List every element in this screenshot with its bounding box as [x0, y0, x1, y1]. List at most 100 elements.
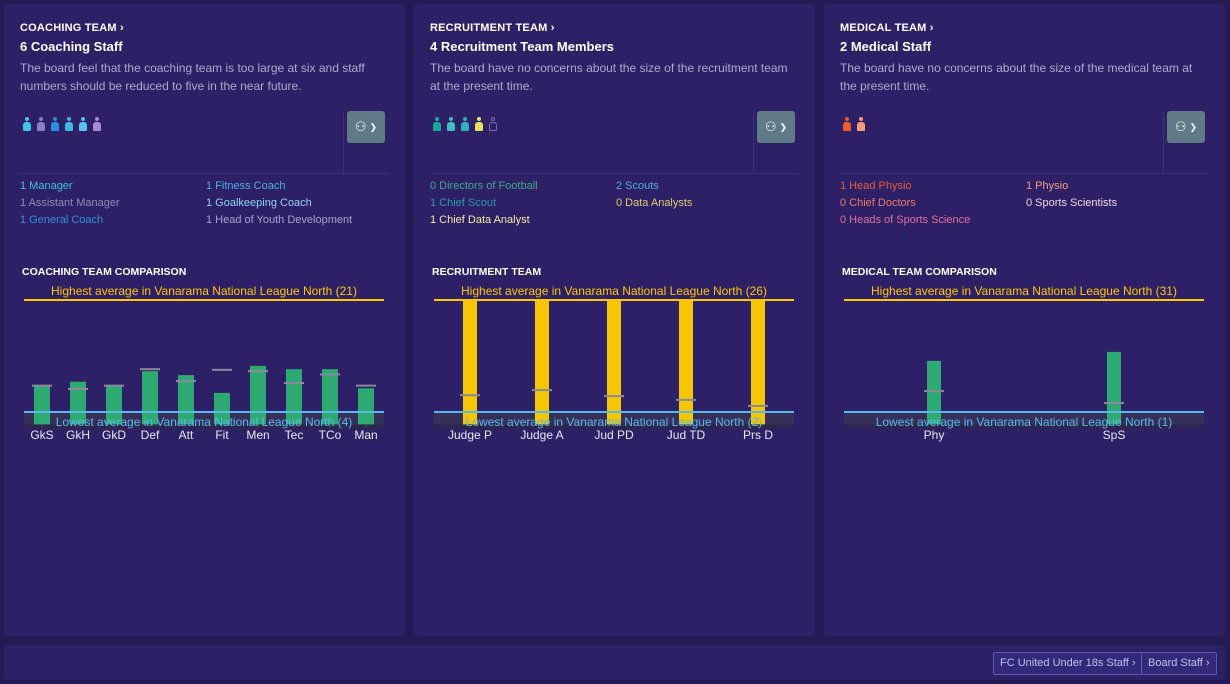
- coaching-team-panel: COACHING TEAM › 6 Coaching Staff The boa…: [4, 4, 405, 636]
- role-item[interactable]: 0 Heads of Sports Science: [840, 214, 971, 226]
- staff-icons: [22, 117, 102, 132]
- bar: [250, 365, 266, 425]
- team-kicker: MEDICAL TEAM: [840, 22, 927, 34]
- chart-title: RECRUITMENT TEAM: [432, 266, 542, 278]
- role-item[interactable]: 1 Chief Scout: [430, 197, 497, 209]
- board-staff-button[interactable]: Board Staff ›: [1141, 652, 1217, 675]
- board-staff-label: Board Staff: [1148, 657, 1203, 669]
- role-item[interactable]: 0 Directors of Football: [430, 180, 538, 192]
- category-label: Tec: [285, 428, 304, 442]
- add-staff-button[interactable]: ⚇ ❯: [757, 111, 795, 143]
- person-icon: [64, 117, 74, 132]
- role-item[interactable]: 1 Head of Youth Development: [206, 214, 353, 226]
- axis-band: [844, 424, 1204, 429]
- category-label: GkH: [66, 428, 90, 442]
- under-18s-staff-button[interactable]: FC United Under 18s Staff ›: [993, 652, 1143, 675]
- axis-band: [434, 424, 794, 429]
- lowest-average-label: Lowest average in Vanarama National Leag…: [56, 415, 353, 429]
- team-link[interactable]: RECRUITMENT TEAM ›: [430, 22, 555, 34]
- role-list: 0 Directors of Football 2 Scouts 1 Chief S…: [430, 179, 800, 227]
- staff-icons: [432, 117, 498, 132]
- category-label: GkS: [30, 428, 53, 442]
- category-label: Def: [141, 428, 160, 442]
- team-link[interactable]: MEDICAL TEAM ›: [840, 22, 934, 34]
- role-item[interactable]: 1 Assistant Manager: [20, 197, 120, 209]
- role-item[interactable]: 0 Sports Scientists: [1026, 197, 1118, 209]
- add-staff-button[interactable]: ⚇ ❯: [1167, 111, 1205, 143]
- average-marker: [140, 368, 160, 371]
- role-list: 1 Head Physio 1 Physio 0 Chief Doctors 0 Sp…: [840, 179, 1210, 227]
- lowest-average-label: Lowest average in Vanarama National Leag…: [466, 415, 763, 429]
- average-marker: [212, 368, 232, 371]
- bar: [535, 300, 549, 425]
- average-marker: [676, 398, 696, 401]
- bar: [214, 392, 230, 425]
- comparison-chart: Judge P Judge A Jud PD Jud TD Prs D Highest a…: [434, 284, 794, 442]
- bar: [34, 385, 50, 425]
- average-marker: [460, 394, 480, 397]
- team-description: The board have no concerns about the siz…: [840, 61, 1193, 93]
- role-item[interactable]: 2 Scouts: [616, 180, 659, 192]
- team-title: 2 Medical Staff: [840, 39, 932, 54]
- axis-band: [24, 424, 384, 429]
- role-item[interactable]: 1 Head Physio: [840, 180, 912, 192]
- average-marker: [1104, 402, 1124, 405]
- category-label: Jud PD: [594, 428, 634, 442]
- medical-team-panel: MEDICAL TEAM › 2 Medical Staff The board…: [824, 4, 1225, 636]
- role-item[interactable]: 0 Data Analysts: [616, 197, 693, 209]
- person-icon: [432, 117, 442, 132]
- person-icon: [78, 117, 88, 132]
- chevron-down-icon: ❯: [779, 121, 788, 132]
- add-staff-icon: ⚇: [1174, 119, 1187, 134]
- average-marker: [248, 370, 268, 373]
- chevron-down-icon: ❯: [369, 121, 378, 132]
- average-marker: [356, 384, 376, 387]
- bar: [751, 300, 765, 425]
- role-item[interactable]: 0 Chief Doctors: [840, 197, 916, 209]
- vacant-person-icon: [488, 117, 498, 132]
- bar: [70, 381, 86, 425]
- category-label: Man: [354, 428, 377, 442]
- average-marker: [104, 384, 124, 387]
- category-label: Jud TD: [667, 428, 706, 442]
- person-icon: [50, 117, 60, 132]
- role-item[interactable]: 1 Manager: [20, 180, 73, 192]
- category-label: Judge A: [520, 428, 563, 442]
- role-item[interactable]: 1 General Coach: [20, 214, 104, 226]
- divider: [20, 173, 389, 174]
- average-marker: [284, 382, 304, 385]
- category-label: Att: [179, 428, 194, 442]
- highest-average-label: Highest average in Vanarama National Lea…: [51, 284, 357, 298]
- team-kicker: COACHING TEAM: [20, 22, 117, 34]
- person-icon: [856, 117, 866, 132]
- chart-title: MEDICAL TEAM COMPARISON: [842, 266, 997, 278]
- bar: [1107, 351, 1121, 425]
- chevron-right-icon: ›: [550, 22, 555, 34]
- role-item[interactable]: 1 Chief Data Analyst: [430, 214, 530, 226]
- person-icon: [36, 117, 46, 132]
- average-marker: [532, 389, 552, 392]
- highest-average-label: Highest average in Vanarama National Lea…: [461, 284, 767, 298]
- role-item[interactable]: 1 Physio: [1026, 180, 1069, 192]
- role-item[interactable]: 1 Fitness Coach: [206, 180, 286, 192]
- role-list: 1 Manager 1 Fitness Coach 1 Assistant Mana…: [20, 179, 390, 227]
- average-marker: [176, 380, 196, 383]
- team-title: 6 Coaching Staff: [20, 39, 123, 54]
- person-icon: [460, 117, 470, 132]
- category-label: Men: [246, 428, 269, 442]
- chevron-down-icon: ❯: [1189, 121, 1198, 132]
- divider: [343, 111, 344, 173]
- team-link[interactable]: COACHING TEAM ›: [20, 22, 124, 34]
- bar: [607, 300, 621, 425]
- average-marker: [748, 404, 768, 407]
- category-label: Fit: [215, 428, 229, 442]
- person-icon: [22, 117, 32, 132]
- team-kicker: RECRUITMENT TEAM: [430, 22, 548, 34]
- team-description: The board have no concerns about the siz…: [430, 61, 788, 93]
- chevron-right-icon: ›: [929, 22, 934, 34]
- role-item[interactable]: 1 Goalkeeping Coach: [206, 197, 312, 209]
- average-marker: [68, 387, 88, 390]
- bar: [358, 388, 374, 425]
- add-staff-button[interactable]: ⚇ ❯: [347, 111, 385, 143]
- divider: [753, 111, 754, 173]
